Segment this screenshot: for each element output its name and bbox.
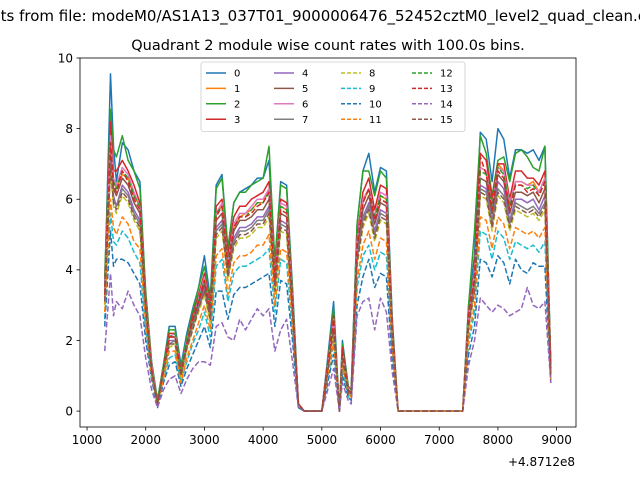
y-tick-label: 0 (65, 404, 73, 418)
chart-title: Quadrant 2 module wise count rates with … (131, 38, 525, 54)
legend-label-13: 13 (440, 84, 453, 95)
series-line-10 (103, 230, 552, 412)
y-tick-label: 6 (65, 193, 73, 207)
legend-label-14: 14 (440, 99, 453, 110)
figure-suptitle: Plots from file: modeM0/AS1A13_037T01_90… (0, 7, 640, 26)
x-tick-label: 8000 (483, 433, 514, 447)
legend-label-11: 11 (369, 115, 382, 126)
legend-label-10: 10 (369, 99, 382, 110)
legend-label-5: 5 (302, 84, 308, 95)
x-tick-label: 9000 (541, 433, 572, 447)
legend-box (200, 61, 466, 132)
plot-frame (79, 57, 577, 428)
legend-label-1: 1 (234, 84, 240, 95)
x-tick-label: 4000 (248, 433, 279, 447)
y-tick-label: 10 (58, 51, 73, 65)
series-group (103, 73, 552, 412)
legend-label-12: 12 (440, 69, 453, 80)
legend-label-4: 4 (302, 69, 308, 80)
x-offset-label: +4.8712e8 (508, 455, 575, 469)
legend-label-7: 7 (302, 115, 308, 126)
x-tick-label: 2000 (130, 433, 161, 447)
x-tick-label: 5000 (307, 433, 338, 447)
legend-label-6: 6 (302, 99, 308, 110)
legend-label-0: 0 (234, 69, 240, 80)
legend-label-15: 15 (440, 115, 453, 126)
x-tick-label: 7000 (424, 433, 455, 447)
legend-label-8: 8 (369, 69, 375, 80)
series-line-13 (103, 141, 552, 412)
plot-area: 1000 2000 3000 4000 5000 6000 7000 8000 9000 0 2 4 6… (58, 51, 577, 447)
legend-label-2: 2 (234, 99, 240, 110)
legend-label-3: 3 (234, 115, 240, 126)
x-tick-label: 3000 (189, 433, 220, 447)
series-line-9 (103, 212, 552, 412)
y-tick-label: 4 (65, 263, 73, 277)
y-tick-label: 8 (65, 122, 73, 136)
series-line-11 (103, 198, 552, 412)
y-tick-label: 2 (65, 334, 73, 348)
legend-label-9: 9 (369, 84, 375, 95)
x-tick-label: 6000 (365, 433, 396, 447)
x-tick-label: 1000 (72, 433, 103, 447)
series-line-15 (103, 166, 552, 412)
